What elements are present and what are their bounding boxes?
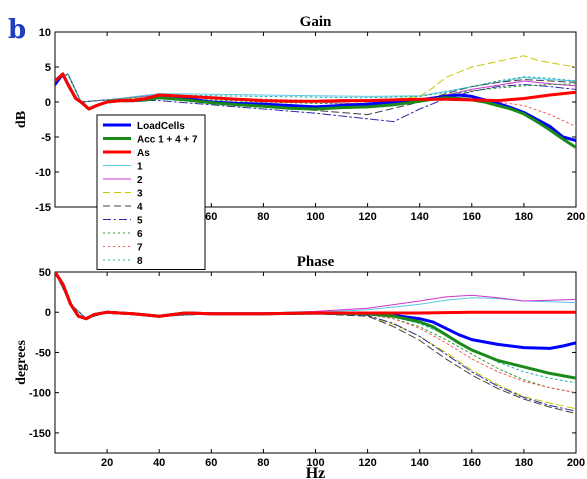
phase-chart: 20 40 60 80 100 120 140 160 180 200 50 0 -50 -100 -150… [14,254,585,479]
x-tick-label: 140 [411,457,429,469]
x-tick-label: 120 [358,457,376,469]
x-tick-label: 160 [463,211,481,223]
series-line-5 [55,73,576,123]
y-tick-label: -10 [35,167,51,179]
y-tick-label: 10 [39,27,51,39]
y-tick-label: 5 [45,62,51,74]
x-tick-label: 20 [101,457,113,469]
legend-label: 5 [137,216,143,227]
chart-title: Gain [300,14,332,30]
x-tick-label: 180 [515,457,533,469]
y-tick-label: -50 [35,347,51,359]
y-tick-label: 50 [39,267,51,279]
legend-label: Acc 1 + 4 + 7 [137,135,198,146]
legend-label: 6 [137,229,143,240]
legend: LoadCells Acc 1 + 4 + 7 As 1 2 3 4 5 6 7 8 [96,114,206,270]
x-axis-label: Hz [306,465,326,479]
x-tick-label: 200 [567,211,585,223]
legend-label: 1 [137,162,143,173]
series-line-6 [55,73,576,105]
series-line-8 [55,73,576,103]
x-tick-label: 160 [463,457,481,469]
x-tick-label: 100 [306,457,324,469]
series-line-as [55,272,576,321]
y-tick-label: -15 [35,202,51,214]
x-tick-label: 60 [205,457,217,469]
x-tick-label: 40 [153,457,165,469]
x-tick-label: 120 [358,211,376,223]
panel-label: b [8,15,26,45]
y-tick-label: 0 [45,307,51,319]
legend-label: 3 [137,189,143,200]
legend-label: 7 [137,243,143,254]
x-tick-label: 180 [515,211,533,223]
y-tick-label: -150 [29,428,51,440]
x-tick-label: 80 [257,457,269,469]
legend-label: 8 [137,256,143,267]
y-axis-label: degrees [14,340,29,385]
legend-label: 2 [137,175,143,186]
x-tick-label: 200 [567,457,585,469]
x-tick-label: 60 [205,211,217,223]
x-tick-label: 100 [306,211,324,223]
y-tick-label: -5 [41,132,51,144]
legend-label: LoadCells [137,121,185,132]
legend-label: 4 [137,202,143,213]
legend-label: As [137,148,150,159]
series-group [55,55,576,149]
plot-area [54,271,577,454]
series-line-as [55,72,576,111]
x-tick-label: 140 [411,211,429,223]
y-axis-label: dB [14,111,29,128]
series-group [55,272,576,415]
y-tick-label: -100 [29,388,51,400]
x-tick-label: 80 [257,211,269,223]
chart-title: Phase [297,254,335,270]
y-tick-label: 0 [45,97,51,109]
